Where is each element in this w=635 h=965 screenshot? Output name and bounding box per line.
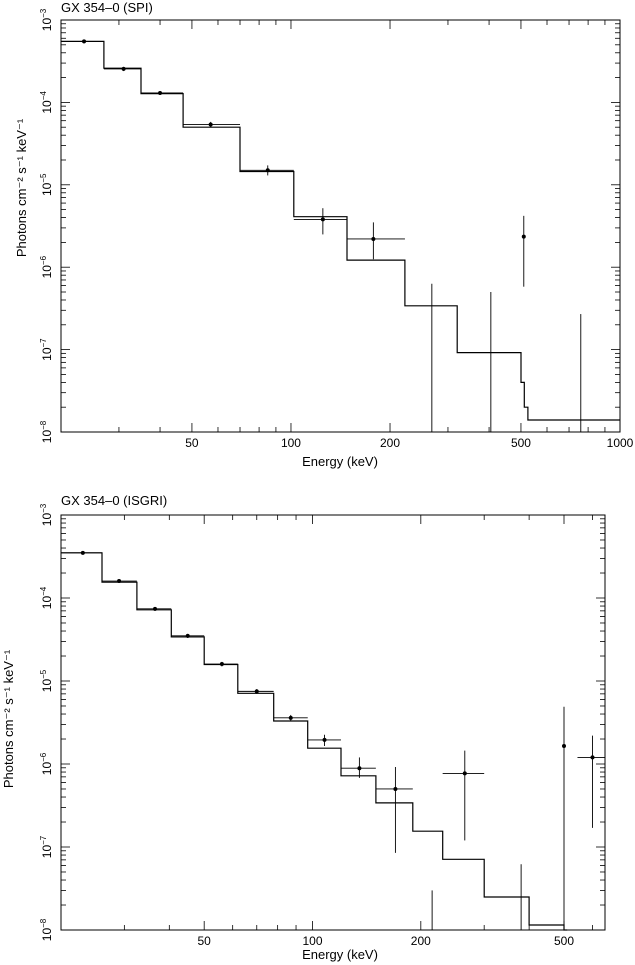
spi-data-marker xyxy=(265,168,270,173)
spi-data-point xyxy=(61,39,104,44)
isgri-data-marker xyxy=(462,771,467,776)
isgri-y-tick-label: 10−4 xyxy=(39,586,54,609)
isgri-tick-labels: 50 100 200 500 10−8 10−7 10−6 10−5 10−4 10−3 xyxy=(39,503,574,948)
isgri-data-point xyxy=(562,706,567,930)
spi-data-marker xyxy=(121,66,126,71)
spi-data-point xyxy=(240,165,294,176)
spi-model-curve xyxy=(61,40,620,421)
isgri-y-tick-label: 10−7 xyxy=(39,835,54,858)
spi-data-point xyxy=(293,208,347,235)
isgri-x-tick-label: 500 xyxy=(554,934,574,948)
spi-plot-frame xyxy=(60,19,621,433)
isgri-model-curve xyxy=(61,552,568,931)
isgri-data-marker xyxy=(393,786,398,791)
isgri-x-tick-label: 200 xyxy=(411,934,431,948)
isgri-data-marker xyxy=(185,633,190,638)
isgri-data-point xyxy=(340,757,376,778)
spi-y-tick-label: 10−7 xyxy=(39,338,54,361)
isgri-data-marker xyxy=(219,662,224,667)
spi-data-point xyxy=(346,222,405,260)
isgri-plot-frame xyxy=(60,514,606,931)
spi-data-point xyxy=(140,91,184,96)
spi-tick-labels: 50 100 200 500 1000 10−8 10−7 10−6 10−5 10−4 10−3 xyxy=(39,8,634,450)
isgri-data-point xyxy=(204,661,238,667)
isgri-data-point xyxy=(307,734,341,746)
isgri-data-marker xyxy=(117,579,122,584)
isgri-data-point xyxy=(237,689,274,694)
spi-data-point xyxy=(103,66,141,72)
isgri-data-marker xyxy=(357,766,362,771)
spi-data-marker xyxy=(320,217,325,222)
isgri-y-tick-label: 10−5 xyxy=(39,669,54,692)
isgri-chart-title: GX 354–0 (ISGRI) xyxy=(61,493,167,508)
isgri-data-point xyxy=(577,735,605,828)
isgri-data-point xyxy=(375,767,413,853)
isgri-data-points xyxy=(61,550,605,930)
spi-data-points xyxy=(61,39,582,432)
isgri-data-marker xyxy=(590,755,595,760)
spi-x-tick-label: 200 xyxy=(380,436,400,450)
isgri-data-marker xyxy=(288,715,293,720)
isgri-data-point xyxy=(171,633,205,638)
isgri-y-tick-label: 10−3 xyxy=(39,503,54,526)
spi-data-marker xyxy=(158,91,163,96)
isgri-data-point xyxy=(61,550,102,555)
spi-chart-title: GX 354–0 (SPI) xyxy=(61,0,153,15)
spi-data-marker xyxy=(82,39,87,44)
spi-axis-ticks xyxy=(60,19,621,433)
spi-data-point xyxy=(521,215,526,287)
spi-x-axis-label: Energy (keV) xyxy=(302,454,378,469)
spi-data-marker xyxy=(208,122,213,127)
spi-y-axis-label: Photons cm⁻² s⁻¹ keV⁻¹ xyxy=(14,118,29,257)
isgri-x-tick-label: 100 xyxy=(302,934,322,948)
isgri-y-tick-label: 10−8 xyxy=(39,918,54,941)
spi-y-tick-label: 10−4 xyxy=(39,91,54,114)
isgri-data-point xyxy=(136,606,172,611)
isgri-y-tick-label: 10−6 xyxy=(39,752,54,775)
isgri-model-step-line xyxy=(61,552,568,931)
spi-y-tick-label: 10−5 xyxy=(39,173,54,196)
isgri-data-point xyxy=(442,750,485,841)
isgri-x-tick-label: 50 xyxy=(198,934,212,948)
isgri-spectrum-panel: GX 354–0 (ISGRI) Energy (keV) Photons cm… xyxy=(1,493,606,962)
spi-data-marker xyxy=(521,234,526,239)
isgri-y-axis-label: Photons cm⁻² s⁻¹ keV⁻¹ xyxy=(1,649,16,788)
isgri-data-marker xyxy=(153,606,158,611)
spi-x-tick-label: 100 xyxy=(281,436,301,450)
isgri-axis-ticks xyxy=(60,514,605,931)
spi-x-tick-label: 50 xyxy=(185,436,199,450)
spi-data-marker xyxy=(371,236,376,241)
isgri-data-point xyxy=(101,579,137,584)
spi-spectrum-panel: GX 354–0 (SPI) Energy (keV) Photons cm⁻²… xyxy=(14,0,634,469)
isgri-data-marker xyxy=(254,689,259,694)
spi-data-point xyxy=(183,121,241,128)
isgri-x-axis-label: Energy (keV) xyxy=(302,947,378,962)
isgri-data-marker xyxy=(562,743,567,748)
isgri-data-marker xyxy=(80,550,85,555)
spi-x-tick-label: 500 xyxy=(511,436,531,450)
spi-model-step-line xyxy=(61,40,620,421)
isgri-data-point xyxy=(273,714,308,721)
spi-y-tick-label: 10−6 xyxy=(39,255,54,278)
spi-x-tick-label: 1000 xyxy=(607,436,634,450)
isgri-data-marker xyxy=(322,737,327,742)
spi-y-tick-label: 10−3 xyxy=(39,8,54,31)
spi-y-tick-label: 10−8 xyxy=(39,420,54,443)
